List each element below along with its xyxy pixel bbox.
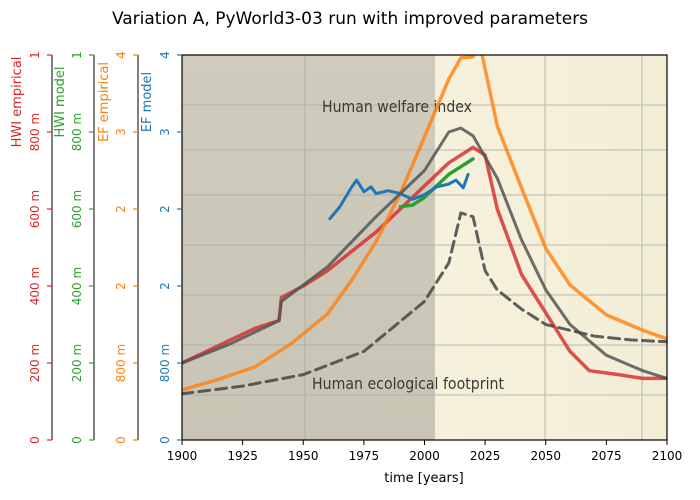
y-tick-label: 600 m <box>70 190 84 228</box>
series-line-2 <box>182 55 667 392</box>
y-tick-label: 4 <box>158 51 172 59</box>
y-tick-label: 1 <box>70 51 84 59</box>
y-tick-label: 200 m <box>70 344 84 382</box>
y-tick-label: 0 <box>28 436 42 444</box>
x-tick-label: 2075 <box>591 449 622 463</box>
y-axis-label: EF empirical <box>97 62 112 142</box>
x-tick-label: 1900 <box>167 449 198 463</box>
y-tick-label: 800 m <box>114 344 128 382</box>
y-tick-label: 0 <box>70 436 84 444</box>
x-tick-label: 2100 <box>652 449 683 463</box>
x-tick-label: 1925 <box>227 449 258 463</box>
chart-title: Variation A, PyWorld3-03 run with improv… <box>112 9 588 29</box>
y-axis-label: HWI model <box>53 66 68 137</box>
y-tick-label: 600 m <box>28 190 42 228</box>
y-tick-label: 200 m <box>28 344 42 382</box>
y-tick-label: 800 m <box>158 344 172 382</box>
y-tick-label: 0 <box>158 436 172 444</box>
y-tick-label: 800 m <box>70 113 84 151</box>
y-tick-label: 0 <box>114 436 128 444</box>
image-label-footprint: Human ecological footprint <box>312 374 504 393</box>
y-tick-label: 800 m <box>28 113 42 151</box>
y-tick-label: 3 <box>158 128 172 136</box>
y-tick-label: 400 m <box>28 267 42 305</box>
y-tick-label: 1 <box>28 51 42 59</box>
x-tick-label: 2050 <box>530 449 561 463</box>
series-layer <box>182 55 667 396</box>
y-axis-label: HWI empirical <box>10 57 25 148</box>
y-axis-label: EF model <box>140 72 155 132</box>
background-image: Human welfare index Human ecological foo… <box>182 55 667 440</box>
x-tick-label: 1950 <box>288 449 319 463</box>
y-tick-label: 3 <box>114 128 128 136</box>
y-tick-label: 2 <box>114 205 128 213</box>
x-axis: 1900 1925 1950 1975 2000 2025 2050 2075 2100 <box>167 440 683 463</box>
y-tick-label: 2 <box>158 282 172 290</box>
x-axis-label: time [years] <box>384 471 463 486</box>
x-tick-label: 1975 <box>349 449 380 463</box>
y-tick-label: 4 <box>114 51 128 59</box>
y-tick-label: 2 <box>114 282 128 290</box>
y-tick-label: 400 m <box>70 267 84 305</box>
series-line-3 <box>328 172 470 221</box>
x-tick-label: 2000 <box>409 449 440 463</box>
image-label-welfare: Human welfare index <box>322 97 472 116</box>
series-line-4 <box>182 126 667 380</box>
y-tick-label: 2 <box>158 205 172 213</box>
series-line-5 <box>182 211 667 396</box>
x-tick-label: 2025 <box>470 449 501 463</box>
